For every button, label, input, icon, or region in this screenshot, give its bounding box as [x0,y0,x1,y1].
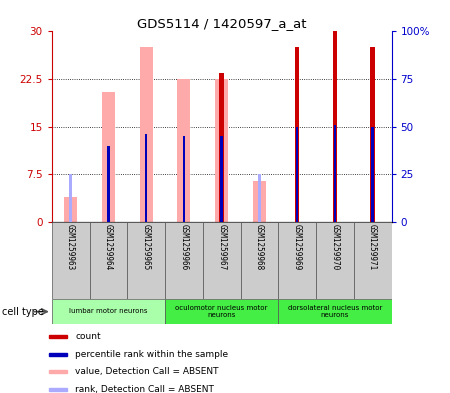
Bar [90,222,127,299]
Bar [140,47,153,222]
Text: GSM1259967: GSM1259967 [217,224,226,271]
Bar [49,335,68,338]
Bar [253,181,266,222]
Bar [240,222,278,299]
Text: lumbar motor neurons: lumbar motor neurons [69,309,148,314]
Bar [220,136,223,222]
Text: GSM1259968: GSM1259968 [255,224,264,271]
Bar [102,92,115,222]
Bar [278,222,316,299]
Bar [370,47,375,222]
Text: GSM1259965: GSM1259965 [142,224,151,271]
Bar [215,79,228,222]
Bar [165,299,278,324]
Bar [127,222,165,299]
Text: GSM1259963: GSM1259963 [66,224,75,271]
Text: rank, Detection Call = ABSENT: rank, Detection Call = ABSENT [76,385,214,393]
Bar [49,370,68,373]
Text: GSM1259964: GSM1259964 [104,224,113,271]
Bar [49,353,68,356]
Bar [333,31,337,222]
Text: dorsolateral nucleus motor
neurons: dorsolateral nucleus motor neurons [288,305,382,318]
Text: GSM1259970: GSM1259970 [330,224,339,271]
Bar [219,73,224,222]
Text: GSM1259971: GSM1259971 [368,224,377,271]
Bar [372,127,374,222]
Text: count: count [76,332,101,341]
Title: GDS5114 / 1420597_a_at: GDS5114 / 1420597_a_at [137,17,306,30]
Text: GSM1259969: GSM1259969 [292,224,302,271]
Bar [145,134,147,222]
Text: GSM1259966: GSM1259966 [180,224,189,271]
Bar [107,146,109,222]
Bar [203,222,240,299]
Bar [165,222,203,299]
Bar [296,127,298,222]
Bar [64,196,77,222]
Bar [177,79,190,222]
Bar [52,299,165,324]
Bar [52,222,90,299]
Text: cell type: cell type [2,307,44,317]
Bar [334,125,336,222]
Bar [278,299,392,324]
Bar [49,387,68,391]
Bar [295,47,299,222]
Bar [183,136,185,222]
Bar [69,174,72,222]
Text: oculomotor nucleus motor
neurons: oculomotor nucleus motor neurons [176,305,268,318]
Text: value, Detection Call = ABSENT: value, Detection Call = ABSENT [76,367,219,376]
Bar [316,222,354,299]
Text: percentile rank within the sample: percentile rank within the sample [76,350,229,358]
Bar [354,222,392,299]
Bar [258,174,261,222]
